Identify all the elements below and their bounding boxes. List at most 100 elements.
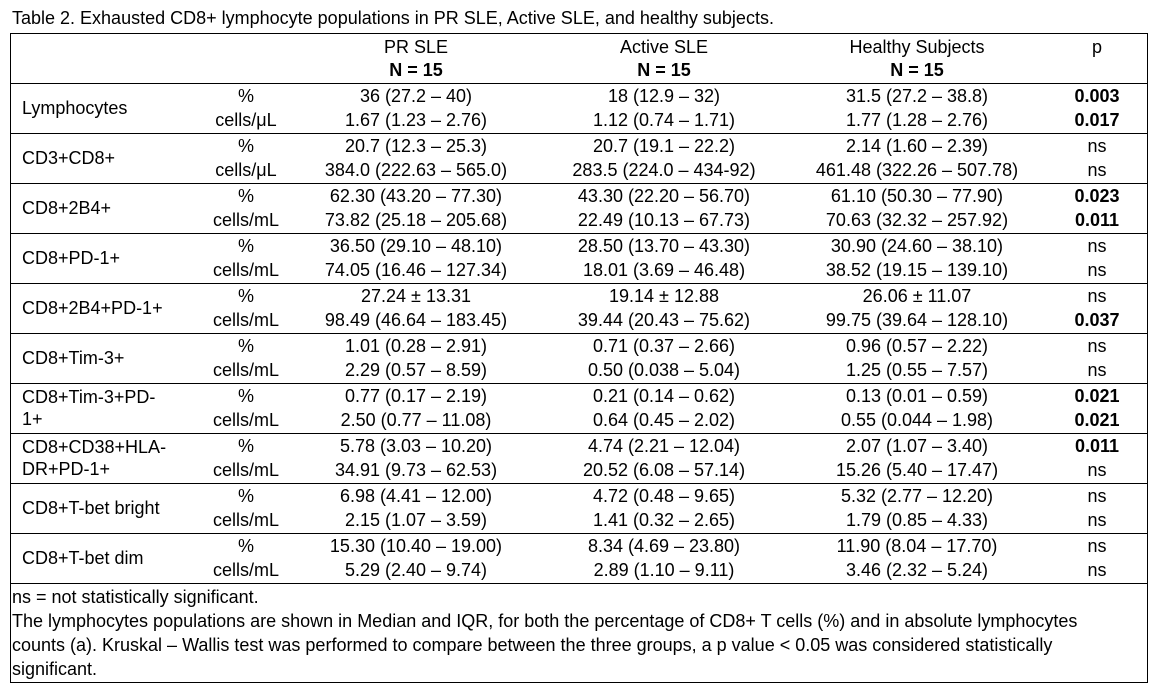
row-label: Lymphocytes xyxy=(22,98,128,118)
value-cell: 19.14 ± 12.88 xyxy=(609,286,719,306)
unit: cells/mL xyxy=(212,310,279,330)
p-value: 0.021 xyxy=(1074,386,1120,406)
p-value: ns xyxy=(1087,160,1107,180)
row-label: CD8+Tim-3+PD-1+ xyxy=(22,387,156,429)
value-cell: 0.64 (0.45 – 2.02) xyxy=(592,410,736,430)
value-cell: 36.50 (29.10 – 48.10) xyxy=(329,236,503,256)
value-cell: 38.52 (19.15 – 139.10) xyxy=(825,260,1009,280)
unit: cells/mL xyxy=(212,410,279,430)
value-cell: 1.67 (1.23 – 2.76) xyxy=(344,110,488,130)
row-label: CD8+T-bet bright xyxy=(22,498,160,518)
value-cell: 1.41 (0.32 – 2.65) xyxy=(592,510,736,530)
unit: % xyxy=(237,86,254,106)
value-cell: 74.05 (16.46 – 127.34) xyxy=(324,260,508,280)
unit: % xyxy=(237,286,254,306)
p-value: 0.011 xyxy=(1074,210,1120,230)
value-cell: 22.49 (10.13 – 67.73) xyxy=(577,210,751,230)
p-value: ns xyxy=(1087,236,1107,256)
column-header: Active SLE xyxy=(619,37,709,57)
row-divider xyxy=(10,133,1148,134)
p-value: ns xyxy=(1087,560,1107,580)
row-label: CD8+2B4+ xyxy=(22,198,112,218)
p-value: 0.037 xyxy=(1074,310,1120,330)
row-divider xyxy=(10,233,1148,234)
p-value: ns xyxy=(1087,510,1107,530)
value-cell: 0.50 (0.038 – 5.04) xyxy=(587,360,741,380)
value-cell: 11.90 (8.04 – 17.70) xyxy=(836,536,998,556)
value-cell: 5.29 (2.40 – 9.74) xyxy=(344,560,488,580)
value-cell: 43.30 (22.20 – 56.70) xyxy=(577,186,751,206)
value-cell: 18 (12.9 – 32) xyxy=(607,86,721,106)
unit: cells/mL xyxy=(212,510,279,530)
unit: cells/mL xyxy=(212,260,279,280)
table-title: Table 2. Exhausted CD8+ lymphocyte popul… xyxy=(12,8,774,28)
value-cell: 2.14 (1.60 – 2.39) xyxy=(845,136,989,156)
footer-divider xyxy=(10,583,1148,584)
unit: cells/mL xyxy=(212,460,279,480)
value-cell: 0.77 (0.17 – 2.19) xyxy=(344,386,488,406)
p-value: 0.011 xyxy=(1074,436,1120,456)
value-cell: 20.52 (6.08 – 57.14) xyxy=(582,460,746,480)
unit: % xyxy=(237,386,254,406)
value-cell: 0.21 (0.14 – 0.62) xyxy=(592,386,736,406)
value-cell: 61.10 (50.30 – 77.90) xyxy=(830,186,1004,206)
value-cell: 98.49 (46.64 – 183.45) xyxy=(324,310,508,330)
value-cell: 2.50 (0.77 – 11.08) xyxy=(340,410,492,430)
value-cell: 4.74 (2.21 – 12.04) xyxy=(587,436,741,456)
value-cell: 1.77 (1.28 – 2.76) xyxy=(845,110,989,130)
footnote: ns = not statistically significant. xyxy=(12,587,259,607)
value-cell: 99.75 (39.64 – 128.10) xyxy=(825,310,1009,330)
row-divider xyxy=(10,83,1148,84)
p-value: 0.017 xyxy=(1074,110,1120,130)
value-cell: 0.13 (0.01 – 0.59) xyxy=(845,386,989,406)
value-cell: 2.07 (1.07 – 3.40) xyxy=(845,436,989,456)
row-divider xyxy=(10,433,1148,434)
unit: % xyxy=(237,336,254,356)
value-cell: 20.7 (12.3 – 25.3) xyxy=(344,136,488,156)
p-value: 0.023 xyxy=(1074,186,1120,206)
group-count: N = 15 xyxy=(637,60,691,80)
value-cell: 2.29 (0.57 – 8.59) xyxy=(344,360,488,380)
p-value: ns xyxy=(1087,460,1107,480)
column-header: p xyxy=(1091,37,1102,57)
unit: cells/mL xyxy=(212,210,279,230)
unit: cells/μL xyxy=(215,110,277,130)
value-cell: 2.89 (1.10 – 9.11) xyxy=(593,560,735,580)
unit: cells/μL xyxy=(215,160,277,180)
value-cell: 34.91 (9.73 – 62.53) xyxy=(334,460,498,480)
value-cell: 0.71 (0.37 – 2.66) xyxy=(592,336,736,356)
value-cell: 15.30 (10.40 – 19.00) xyxy=(329,536,503,556)
unit: cells/mL xyxy=(212,360,279,380)
unit: % xyxy=(237,186,254,206)
p-value: ns xyxy=(1087,136,1107,156)
value-cell: 36 (27.2 – 40) xyxy=(359,86,473,106)
row-divider xyxy=(10,333,1148,334)
value-cell: 1.25 (0.55 – 7.57) xyxy=(845,360,989,380)
unit: % xyxy=(237,436,254,456)
value-cell: 5.78 (3.03 – 10.20) xyxy=(339,436,493,456)
p-value: ns xyxy=(1087,260,1107,280)
value-cell: 4.72 (0.48 – 9.65) xyxy=(592,486,736,506)
row-divider xyxy=(10,483,1148,484)
unit: % xyxy=(237,486,254,506)
row-divider xyxy=(10,283,1148,284)
column-header: PR SLE xyxy=(383,37,449,57)
value-cell: 6.98 (4.41 – 12.00) xyxy=(339,486,493,506)
value-cell: 20.7 (19.1 – 22.2) xyxy=(592,136,736,156)
value-cell: 39.44 (20.43 – 75.62) xyxy=(577,310,751,330)
unit: % xyxy=(237,536,254,556)
row-label: CD8+CD38+HLA-DR+PD-1+ xyxy=(22,437,167,479)
group-count: N = 15 xyxy=(890,60,944,80)
row-divider xyxy=(10,183,1148,184)
value-cell: 28.50 (13.70 – 43.30) xyxy=(577,236,751,256)
value-cell: 70.63 (32.32 – 257.92) xyxy=(825,210,1009,230)
row-label: CD8+PD-1+ xyxy=(22,248,121,268)
value-cell: 384.0 (222.63 – 565.0) xyxy=(324,160,508,180)
value-cell: 5.32 (2.77 – 12.20) xyxy=(840,486,994,506)
value-cell: 1.12 (0.74 – 1.71) xyxy=(592,110,736,130)
p-value: ns xyxy=(1087,486,1107,506)
row-label: CD3+CD8+ xyxy=(22,148,116,168)
row-label: CD8+2B4+PD-1+ xyxy=(22,298,163,318)
value-cell: 27.24 ± 13.31 xyxy=(361,286,471,306)
